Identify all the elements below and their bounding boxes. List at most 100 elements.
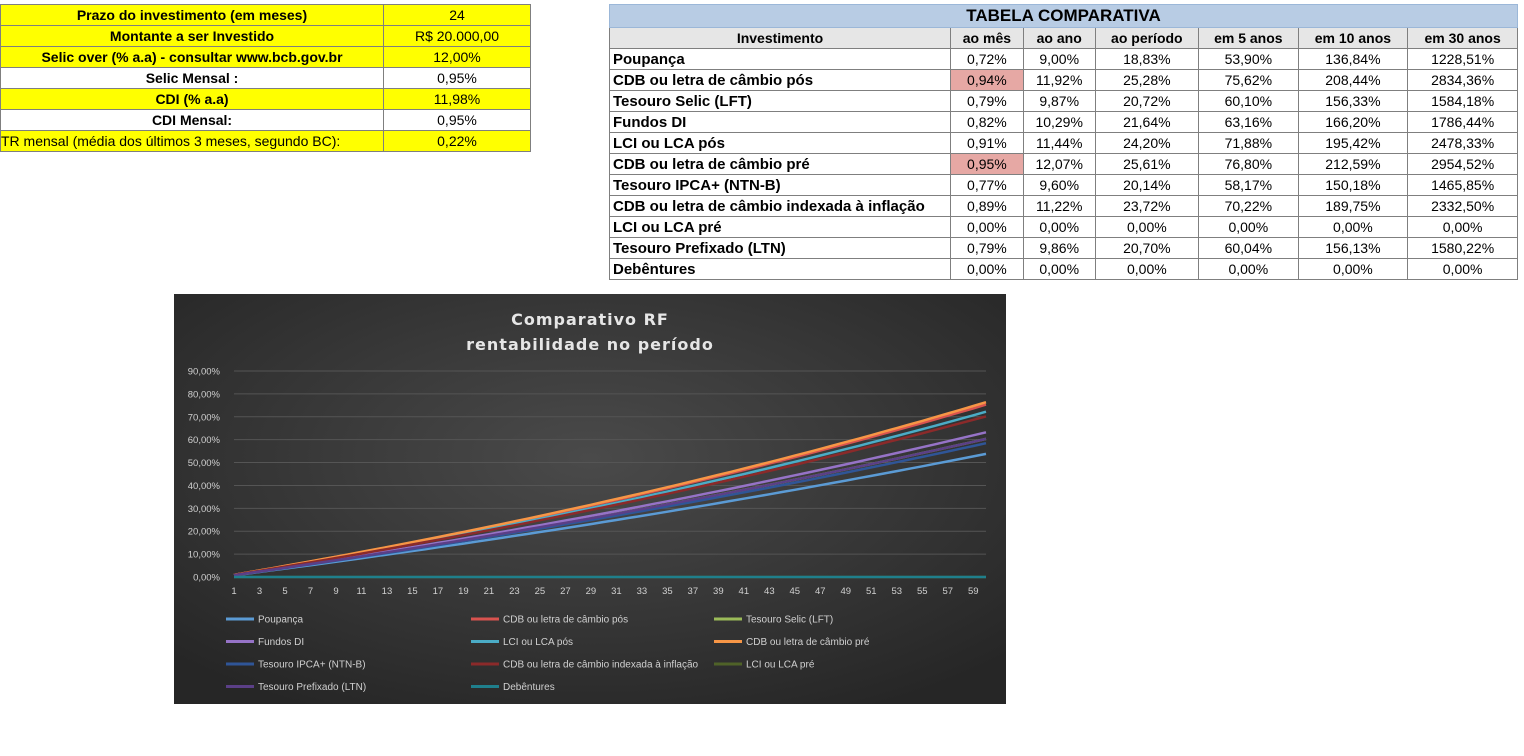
parameter-label: CDI (% a.a): [0, 88, 384, 110]
series-line: [233, 415, 987, 577]
table-cell: 0,72%: [950, 48, 1024, 70]
table-cell: 1786,44%: [1407, 111, 1518, 133]
parameter-value[interactable]: 12,00%: [383, 46, 531, 68]
table-cell: 150,18%: [1297, 174, 1409, 196]
investment-name: Tesouro Prefixado (LTN): [609, 237, 951, 259]
investment-name: Poupança: [609, 48, 951, 70]
parameter-row: CDI (% a.a) 11,98%: [0, 88, 531, 110]
table-cell: 0,77%: [950, 174, 1024, 196]
table-cell: 0,00%: [950, 216, 1024, 238]
comparison-title: TABELA COMPARATIVA: [609, 4, 1518, 28]
table-cell: 25,61%: [1094, 153, 1200, 175]
parameter-value[interactable]: 11,98%: [383, 88, 531, 110]
column-header: em 30 anos: [1407, 27, 1518, 49]
table-cell: 0,00%: [1407, 258, 1518, 280]
investment-name: Debêntures: [609, 258, 951, 280]
table-cell: 9,00%: [1022, 48, 1096, 70]
x-tick-label: 47: [815, 586, 826, 597]
parameter-row: Prazo do investimento (em meses) 24: [0, 4, 531, 26]
parameter-value[interactable]: R$ 20.000,00: [383, 25, 531, 47]
parameter-label: Prazo do investimento (em meses): [0, 4, 384, 26]
x-tick-label: 27: [560, 586, 571, 597]
x-tick-label: 11: [357, 586, 367, 597]
y-tick-label: 90,00%: [188, 367, 221, 378]
table-cell: 0,89%: [950, 195, 1024, 217]
table-cell: 9,87%: [1022, 90, 1096, 112]
parameter-label: CDI Mensal:: [0, 109, 384, 131]
parameter-label: Selic over (% a.a) - consultar www.bcb.g…: [0, 46, 384, 68]
table-cell: 0,00%: [1022, 258, 1096, 280]
table-row: Fundos DI 0,82% 10,29% 21,64% 63,16% 166,20% 1…: [609, 111, 1518, 133]
table-cell: 9,60%: [1022, 174, 1096, 196]
table-row: CDB ou letra de câmbio indexada à inflaç…: [609, 195, 1518, 217]
table-row: LCI ou LCA pós 0,91% 11,44% 24,20% 71,88% 195…: [609, 132, 1518, 154]
table-cell: 0,00%: [1022, 216, 1096, 238]
investment-name: Fundos DI: [609, 111, 951, 133]
table-cell: 10,29%: [1022, 111, 1096, 133]
legend-label: Tesouro IPCA+ (NTN-B): [258, 660, 366, 671]
table-cell: 166,20%: [1297, 111, 1409, 133]
table-cell: 1228,51%: [1407, 48, 1518, 70]
table-cell: 0,79%: [950, 90, 1024, 112]
y-tick-label: 40,00%: [188, 481, 221, 492]
parameter-value[interactable]: 0,95%: [383, 67, 531, 89]
x-tick-label: 39: [713, 586, 724, 597]
x-tick-label: 5: [282, 586, 287, 597]
table-cell: 12,07%: [1022, 153, 1096, 175]
x-tick-label: 19: [458, 586, 469, 597]
parameter-value[interactable]: 24: [383, 4, 531, 26]
x-tick-label: 15: [407, 586, 418, 597]
y-tick-label: 0,00%: [193, 573, 220, 584]
table-cell: 136,84%: [1297, 48, 1409, 70]
table-cell: 0,79%: [950, 237, 1024, 259]
table-cell: 18,83%: [1094, 48, 1200, 70]
table-cell: 20,72%: [1094, 90, 1200, 112]
table-cell: 58,17%: [1198, 174, 1299, 196]
table-cell: 0,82%: [950, 111, 1024, 133]
table-cell: 0,91%: [950, 132, 1024, 154]
table-cell: 0,00%: [1198, 258, 1299, 280]
x-tick-label: 51: [866, 586, 877, 597]
x-tick-label: 25: [535, 586, 546, 597]
x-tick-label: 43: [764, 586, 775, 597]
parameter-row: CDI Mensal: 0,95%: [0, 109, 531, 131]
table-cell: 0,00%: [1198, 216, 1299, 238]
table-cell: 60,10%: [1198, 90, 1299, 112]
column-header: em 5 anos: [1198, 27, 1299, 49]
x-tick-label: 21: [484, 586, 495, 597]
table-cell: 75,62%: [1198, 69, 1299, 91]
table-cell: 60,04%: [1198, 237, 1299, 259]
y-tick-label: 60,00%: [188, 435, 221, 446]
legend-label: LCI ou LCA pós: [503, 637, 573, 648]
column-header: ao período: [1094, 27, 1200, 49]
x-tick-label: 1: [231, 586, 236, 597]
table-cell: 1465,85%: [1407, 174, 1518, 196]
series-line: [233, 437, 987, 577]
table-row: Debêntures 0,00% 0,00% 0,00% 0,00% 0,00% 0,00%: [609, 258, 1518, 280]
table-row: Tesouro Selic (LFT) 0,79% 9,87% 20,72% 60,10…: [609, 90, 1518, 112]
legend-label: CDB ou letra de câmbio pós: [503, 615, 628, 626]
investment-name: CDB ou letra de câmbio pré: [609, 153, 951, 175]
parameter-value[interactable]: 0,95%: [383, 109, 531, 131]
table-cell: 11,44%: [1022, 132, 1096, 154]
column-header: ao ano: [1022, 27, 1096, 49]
parameter-row: Selic over (% a.a) - consultar www.bcb.g…: [0, 46, 531, 68]
parameter-value[interactable]: 0,22%: [383, 130, 531, 152]
table-cell: 11,92%: [1022, 69, 1096, 91]
investment-name: Tesouro Selic (LFT): [609, 90, 951, 112]
table-cell: 23,72%: [1094, 195, 1200, 217]
x-tick-label: 35: [662, 586, 673, 597]
y-tick-label: 30,00%: [188, 504, 221, 515]
x-tick-label: 49: [841, 586, 852, 597]
x-tick-label: 29: [586, 586, 597, 597]
table-cell: 0,00%: [1407, 216, 1518, 238]
x-tick-label: 33: [637, 586, 648, 597]
y-tick-label: 50,00%: [188, 458, 221, 469]
parameter-row: Selic Mensal :0,95%: [0, 67, 531, 89]
x-tick-label: 23: [509, 586, 520, 597]
column-header: Investimento: [609, 27, 951, 49]
table-row: Tesouro IPCA+ (NTN-B) 0,77% 9,60% 20,14% 58,…: [609, 174, 1518, 196]
series-line: [233, 452, 987, 577]
table-cell: 2478,33%: [1407, 132, 1518, 154]
table-cell: 2332,50%: [1407, 195, 1518, 217]
